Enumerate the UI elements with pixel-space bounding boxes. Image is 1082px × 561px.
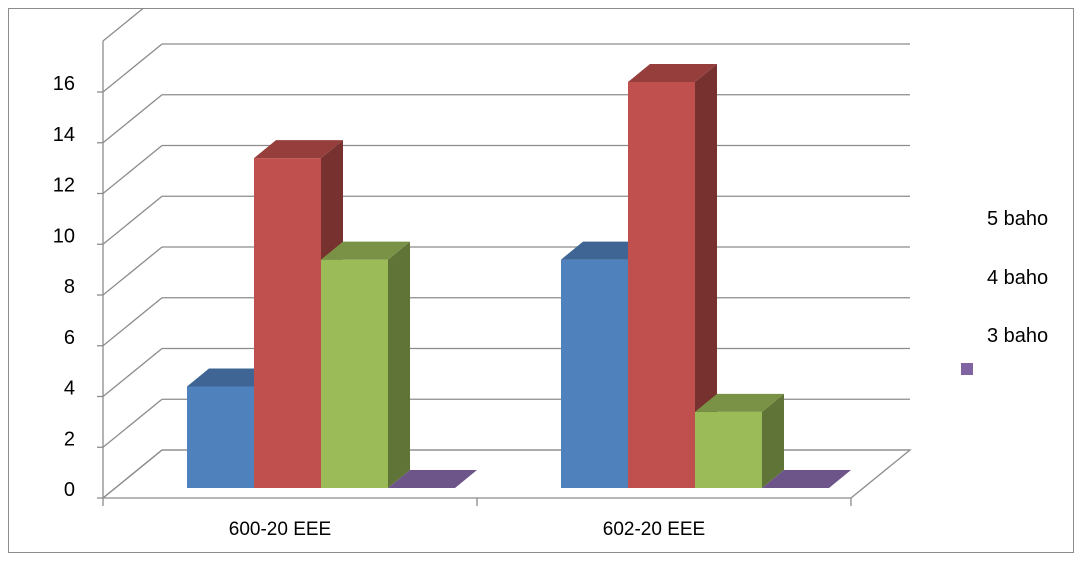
y-tick-label: 10 <box>53 225 75 247</box>
chart-svg: 0 2 4 6 8 10 12 14 16 600-20 EEE 602-20 EEE 5 bah… <box>53 9 1048 540</box>
bar-side <box>388 241 410 488</box>
x-category-label: 602-20 EEE <box>603 519 705 540</box>
bar-top <box>628 64 717 82</box>
bar <box>321 241 410 488</box>
bar-side <box>762 393 784 488</box>
bar-front <box>254 158 321 488</box>
bar-front <box>187 386 254 488</box>
gridline-side <box>102 144 163 195</box>
bar <box>628 64 717 488</box>
bar <box>695 393 784 488</box>
bar-front <box>561 259 628 488</box>
y-tick-label: 0 <box>64 479 75 501</box>
y-tick-labels: 0 2 4 6 8 10 12 14 16 <box>53 73 75 501</box>
legend: 5 baho 4 baho 3 baho <box>961 208 1048 375</box>
bar-top <box>187 368 276 387</box>
gridline-side <box>102 246 163 296</box>
y-tick-label: 8 <box>64 276 75 298</box>
legend-entry-label: 5 baho <box>987 208 1048 230</box>
bar-front <box>695 411 762 488</box>
gridline-side <box>102 94 163 144</box>
x-category-labels: 600-20 EEE 602-20 EEE <box>229 519 705 540</box>
bar-front <box>321 259 388 488</box>
bar-top <box>762 470 851 488</box>
gridline-side <box>102 297 163 347</box>
gridline-side <box>102 398 163 448</box>
chart-frame: 0 2 4 6 8 10 12 14 16 600-20 EEE 602-20 EEE 5 bah… <box>8 8 1074 553</box>
x-category-label: 600-20 EEE <box>229 519 331 540</box>
legend-entry-label: 4 baho <box>987 267 1048 289</box>
bar-top <box>561 241 650 260</box>
bars <box>187 64 851 488</box>
axes <box>97 41 852 506</box>
bar-front <box>628 82 695 488</box>
gridline-side <box>102 43 163 93</box>
y-tick-label: 4 <box>64 378 75 400</box>
y-tick-label: 14 <box>53 124 75 146</box>
y-tick-label: 12 <box>53 175 75 197</box>
y-tick-label: 2 <box>64 428 75 450</box>
bar-top <box>321 241 410 260</box>
bar-top <box>388 470 477 488</box>
bar-top <box>695 393 784 412</box>
bar-side <box>695 64 717 488</box>
gridline-side <box>102 195 163 245</box>
bar <box>762 470 851 488</box>
legend-swatch <box>961 363 973 375</box>
bar-top <box>254 140 343 159</box>
legend-entry-label: 3 baho <box>987 325 1048 347</box>
gridline-side <box>102 449 163 499</box>
gridline-side-top <box>102 9 144 42</box>
gridline-side <box>102 347 163 398</box>
y-tick-label: 6 <box>64 327 75 349</box>
bar <box>388 470 477 488</box>
y-tick-label: 16 <box>53 73 75 95</box>
